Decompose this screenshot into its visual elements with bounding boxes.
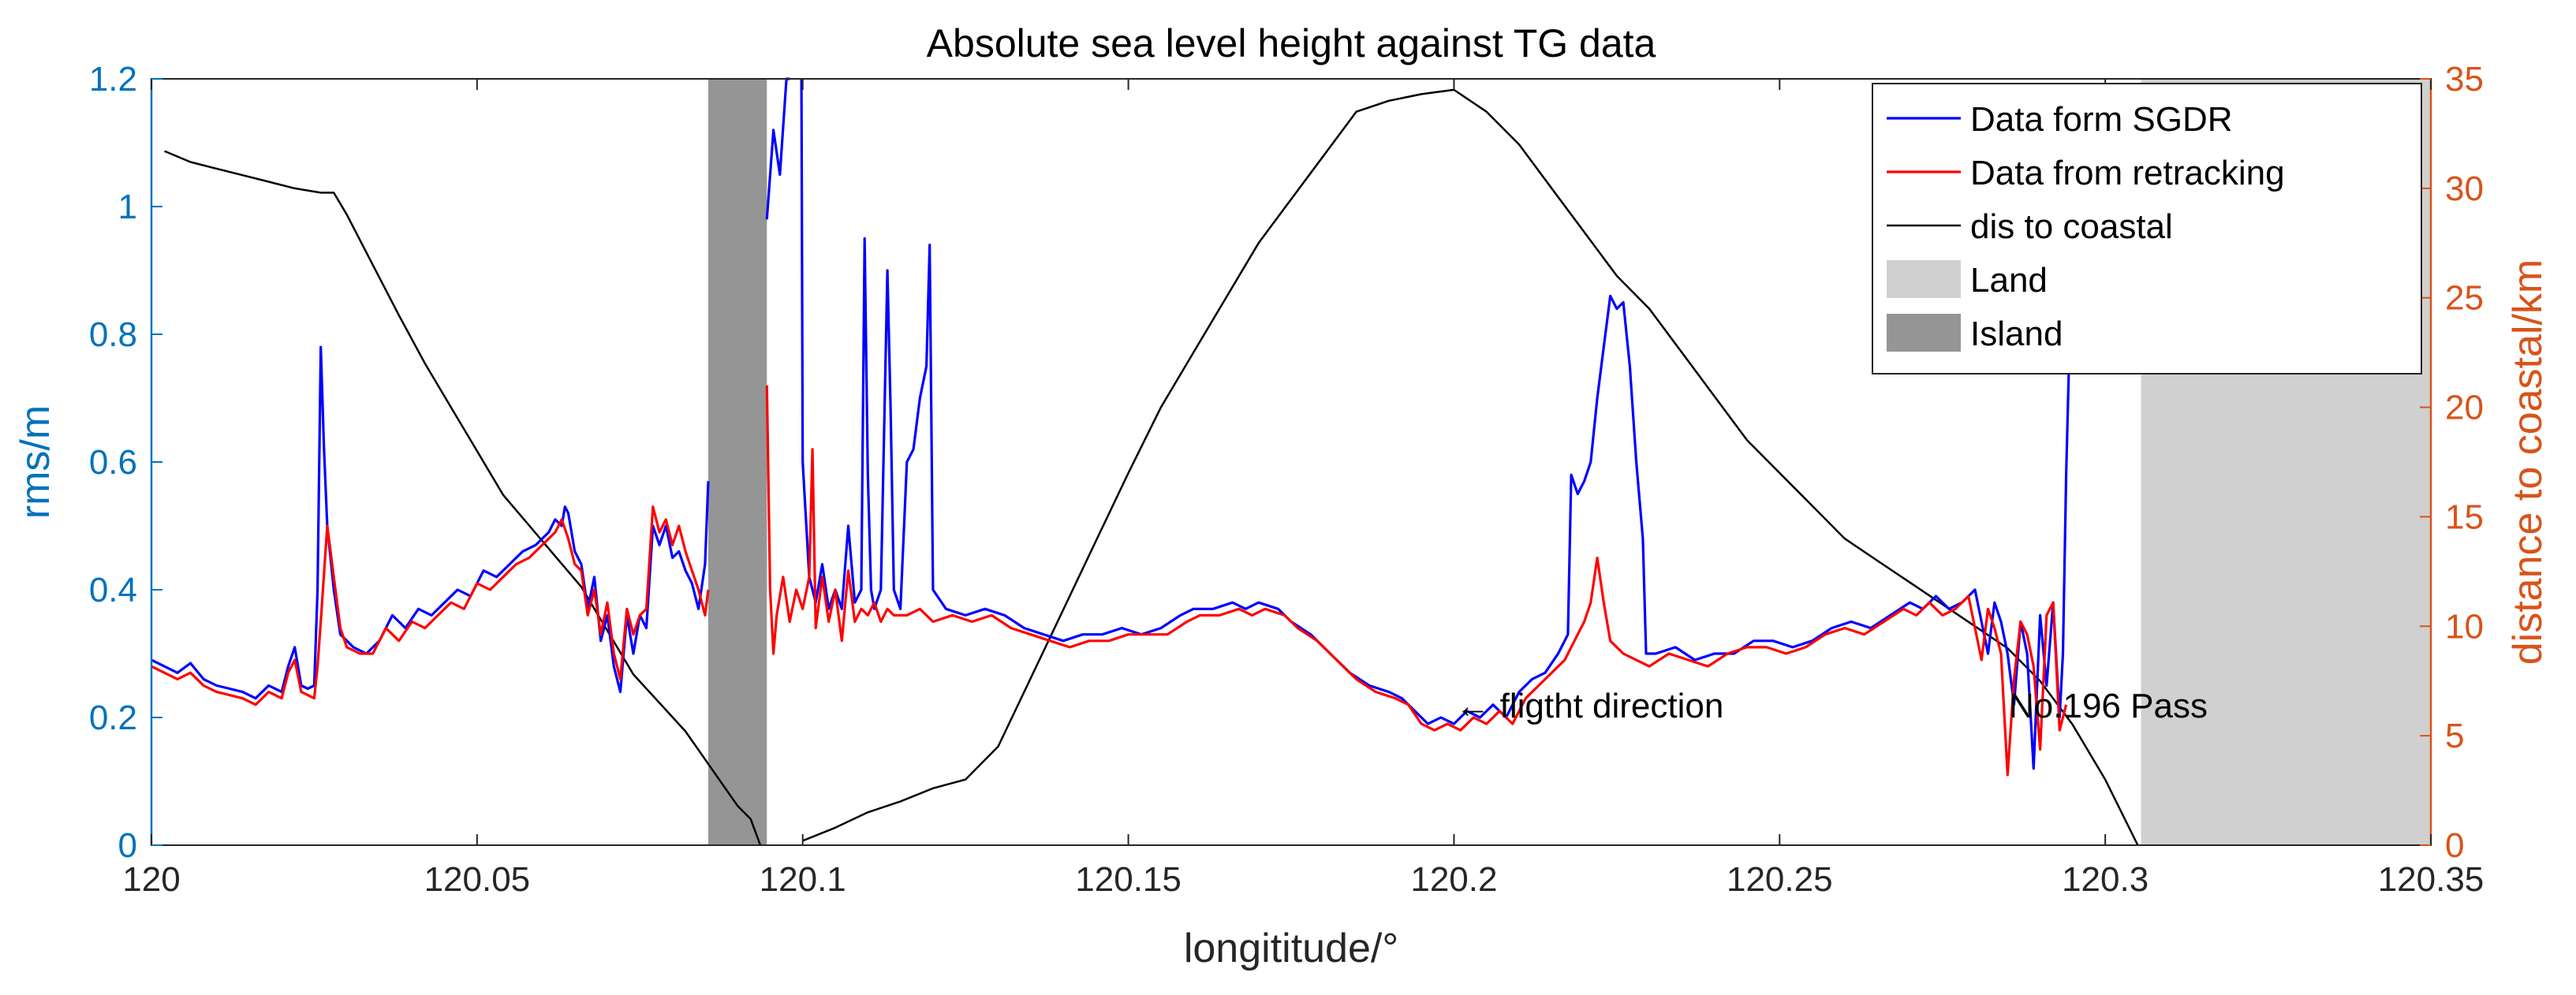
left-y-tick-label: 0.2 bbox=[89, 699, 137, 737]
right-y-tick-label: 25 bbox=[2445, 279, 2484, 318]
legend-label-data-form-sgdr: Data form SGDR bbox=[1970, 100, 2233, 139]
left-y-tick-label: 1.2 bbox=[89, 60, 137, 99]
legend-swatch-land bbox=[1887, 260, 1961, 298]
region-island bbox=[707, 79, 767, 845]
flight-direction-annotation: ← fligtht direction bbox=[1455, 687, 1723, 725]
series-line-data-from-retracking-1 bbox=[765, 385, 2068, 777]
x-tick-label: 120.35 bbox=[2378, 860, 2485, 899]
annotations: ← fligtht direction No.196 Pass bbox=[1455, 687, 2208, 725]
x-tick-label: 120.3 bbox=[2062, 860, 2149, 899]
legend-swatch-island bbox=[1887, 314, 1961, 352]
series-line-dis-to-coastal-0 bbox=[164, 150, 762, 846]
chart-title: Absolute sea level height against TG dat… bbox=[927, 21, 1656, 65]
x-tick-label: 120.2 bbox=[1410, 860, 1497, 899]
plot-series bbox=[151, 77, 2139, 846]
series-line-data-from-retracking-0 bbox=[151, 505, 710, 706]
legend-label-island: Island bbox=[1970, 315, 2063, 353]
left-y-tick-label: 0.6 bbox=[89, 443, 137, 482]
x-tick-label: 120.15 bbox=[1075, 860, 1182, 899]
axes: 120 120.05 120.1 120.15 120.2 120.25 120.3 120.… bbox=[89, 60, 2484, 899]
left-y-tick-label: 0.8 bbox=[89, 315, 137, 354]
x-tick-label: 120.05 bbox=[424, 860, 531, 899]
left-y-tick-label: 0.4 bbox=[89, 571, 137, 609]
x-tick-label: 120.25 bbox=[1727, 860, 1833, 899]
x-axis-label: longititude/° bbox=[1184, 926, 1398, 971]
right-y-tick-label: 30 bbox=[2445, 170, 2484, 208]
legend-label-data-from-retracking: Data from retracking bbox=[1970, 154, 2285, 192]
right-y-axis-label: distance to coastal/km bbox=[2505, 259, 2551, 665]
right-y-tick-label: 15 bbox=[2445, 498, 2484, 536]
right-y-tick-label: 0 bbox=[2445, 826, 2464, 865]
left-y-tick-label: 1 bbox=[118, 188, 137, 226]
pass-number-annotation: No.196 Pass bbox=[2009, 687, 2208, 725]
right-y-tick-label: 35 bbox=[2445, 60, 2484, 99]
left-y-tick-label: 0 bbox=[118, 826, 137, 865]
right-y-tick-label: 10 bbox=[2445, 607, 2484, 646]
x-tick-label: 120 bbox=[122, 860, 180, 899]
legend: Data form SGDR Data from retracking dis to… bbox=[1872, 83, 2422, 375]
left-y-axis-label: rms/m bbox=[13, 405, 58, 519]
legend-label-dis-to-coastal: dis to coastal bbox=[1970, 207, 2173, 246]
x-tick-label: 120.1 bbox=[760, 860, 846, 899]
legend-box bbox=[1872, 83, 2422, 375]
right-y-tick-label: 20 bbox=[2445, 389, 2484, 427]
right-y-tick-label: 5 bbox=[2445, 717, 2464, 755]
legend-label-land: Land bbox=[1970, 261, 2048, 300]
